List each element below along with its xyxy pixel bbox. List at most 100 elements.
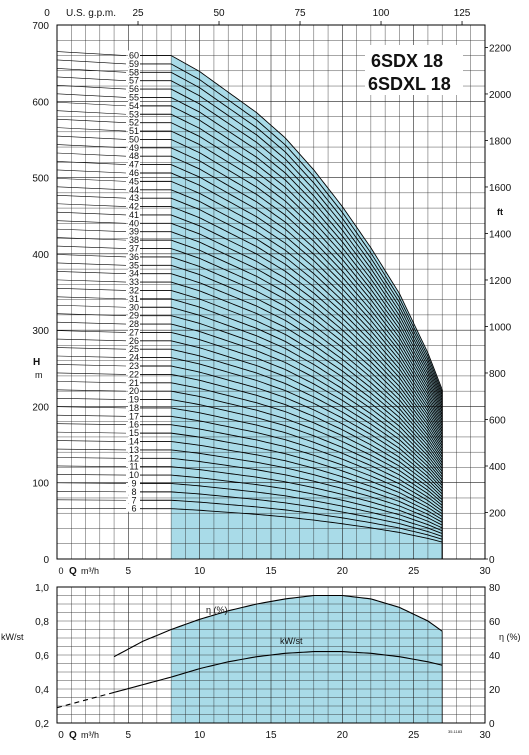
stage-curve: [128, 239, 443, 452]
stage-label: 47: [129, 160, 139, 170]
stage-label: 28: [129, 319, 139, 329]
stage-leader: [56, 397, 127, 400]
stage-label: 20: [129, 386, 139, 396]
y-tick-label: 400: [32, 250, 49, 261]
stage-leader: [56, 448, 127, 451]
stage-label: 36: [129, 252, 139, 262]
stage-label: 21: [129, 378, 139, 388]
stage-label: 55: [129, 92, 139, 102]
stage-label: 12: [129, 453, 139, 463]
stage-label: 13: [129, 445, 139, 455]
stage-curve: [128, 264, 443, 461]
stage-label: 43: [129, 193, 139, 203]
stage-label-bg: [128, 277, 140, 286]
x-top-tick-label: 100: [373, 8, 390, 19]
stage-label: 14: [129, 437, 139, 447]
stage-label-bg: [128, 92, 140, 101]
stage-label: 9: [131, 478, 136, 488]
stage-curve: [128, 138, 443, 419]
stage-curve: [128, 457, 443, 526]
x-tick-label: 15: [265, 566, 277, 577]
stage-leader: [56, 271, 127, 274]
stage-label-bg: [128, 302, 140, 311]
stage-labels: 6789101112131415161718192021222324252627…: [128, 50, 140, 514]
stage-label-bg: [128, 235, 140, 244]
stage-label-bg: [128, 226, 140, 235]
y-tick-label: 500: [32, 174, 49, 185]
stage-label: 24: [129, 353, 139, 363]
y-right-tick-label-bottom: 60: [489, 617, 501, 628]
stage-label: 60: [129, 51, 139, 61]
stage-curve: [128, 130, 443, 416]
stage-curve: [128, 189, 443, 436]
head-chart-frame: [56, 24, 486, 560]
y-right-tick-label: 1000: [489, 322, 512, 333]
stage-leader: [56, 347, 127, 350]
stage-label-bg: [128, 293, 140, 302]
stage-label: 54: [129, 101, 139, 111]
stage-leader: [56, 474, 127, 476]
y-left-axis-label-bottom: kW/st: [1, 632, 24, 642]
stage-curve: [128, 155, 443, 424]
stage-curve: [128, 357, 443, 492]
x-tick-label-bottom: 30: [479, 730, 491, 741]
stage-leader: [56, 211, 127, 216]
y-tick-label: 200: [32, 402, 49, 413]
stage-curve: [128, 415, 443, 512]
y-tick-label: 100: [32, 479, 49, 490]
x-tick-label-bottom: 25: [408, 730, 420, 741]
y-right-tick-label: 1600: [489, 183, 512, 194]
title-line-2: 6SDXL 18: [368, 74, 451, 94]
stage-label-bg: [128, 268, 140, 277]
kw-series-label: kW/st: [280, 636, 303, 646]
y-tick-label: 300: [32, 326, 49, 337]
x-tick-label-bottom: 0: [58, 730, 64, 741]
stage-leader: [56, 110, 127, 115]
stage-label-bg: [128, 260, 140, 269]
stage-label-bg: [128, 251, 140, 260]
stage-label: 58: [129, 67, 139, 77]
stage-label-bg: [128, 50, 140, 59]
stage-curve: [128, 281, 443, 467]
stage-leader: [56, 186, 127, 191]
stage-curve: [128, 105, 443, 407]
y-tick-label: 0: [43, 555, 49, 566]
stage-curve: [128, 390, 443, 503]
x-tick-label: 30: [479, 566, 491, 577]
stage-label: 32: [129, 285, 139, 295]
stage-leader: [56, 440, 127, 442]
stage-label: 23: [129, 361, 139, 371]
stage-label-bg: [128, 319, 140, 328]
y-right-tick-label: 2200: [489, 43, 512, 54]
y-right-tick-label-bottom: 0: [489, 719, 495, 730]
stage-curve: [128, 97, 443, 404]
stage-label-bg: [128, 134, 140, 143]
stage-label: 16: [129, 420, 139, 430]
head-curves: [56, 51, 443, 559]
x-tick-label: 5: [126, 566, 132, 577]
stage-leader: [56, 296, 127, 300]
stage-leader: [56, 330, 127, 333]
y-right-axis-label: ft: [497, 207, 503, 217]
stage-leader: [56, 76, 127, 81]
stage-label-bg: [128, 436, 140, 445]
stage-curve: [128, 231, 443, 450]
stage-curve: [128, 407, 443, 509]
stage-label: 18: [129, 403, 139, 413]
stage-label: 53: [129, 109, 139, 119]
stage-curve: [128, 63, 443, 393]
stage-label: 31: [129, 294, 139, 304]
stage-curve: [128, 323, 443, 481]
stage-label-bg: [128, 285, 140, 294]
y-tick-label: 600: [32, 97, 49, 108]
stage-label: 52: [129, 118, 139, 128]
stage-label-bg: [128, 486, 140, 495]
stage-leader: [56, 195, 127, 199]
x-axis-label-q: Q: [69, 566, 77, 577]
stage-label-bg: [128, 184, 140, 193]
stage-label: 48: [129, 151, 139, 161]
x-axis-label-unit: m³/h: [81, 566, 99, 576]
y-right-tick-label: 1200: [489, 276, 512, 287]
